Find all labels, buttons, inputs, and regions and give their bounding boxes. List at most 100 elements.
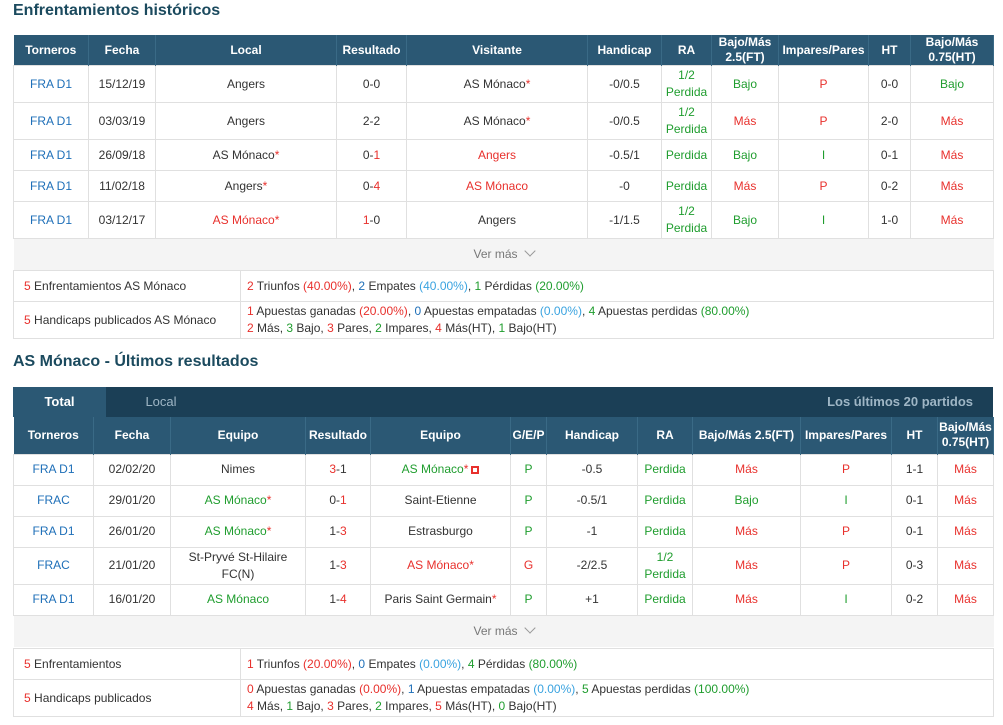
table-row: FRA D1 16/01/20 AS Mónaco 1-4 Paris Saint Ge… bbox=[13, 583, 994, 616]
ra-bottom: Perdida bbox=[665, 147, 708, 162]
summary-row: 5 Handicaps publicados 0 Apuestas ganada… bbox=[13, 679, 994, 717]
bets-draw-pct: (0.00%) bbox=[539, 304, 582, 318]
league-cell[interactable]: FRA D1 bbox=[13, 453, 94, 486]
away-team-cell[interactable]: Angers bbox=[406, 139, 588, 171]
league-cell[interactable]: FRA D1 bbox=[13, 65, 89, 103]
away-team-cell[interactable]: Saint-Etienne bbox=[370, 484, 511, 517]
score-cell: 0-1 bbox=[305, 484, 371, 517]
tab-total[interactable]: Total bbox=[13, 387, 106, 417]
away-team-name[interactable]: Angers bbox=[477, 212, 517, 227]
ra-bottom: Perdida bbox=[644, 462, 686, 476]
away-team-name[interactable]: AS Mónaco bbox=[465, 178, 529, 193]
home-team-name[interactable]: Angers bbox=[226, 113, 266, 128]
ht-cell: 0-1 bbox=[891, 515, 938, 548]
home-team-cell[interactable]: AS Mónaco* bbox=[155, 139, 337, 171]
home-team-cell[interactable]: Angers bbox=[155, 65, 337, 103]
home-score: 0 bbox=[362, 178, 370, 193]
stat-count: 1 bbox=[286, 699, 294, 713]
league-cell[interactable]: FRA D1 bbox=[13, 170, 89, 202]
last-20-label[interactable]: Los últimos 20 partidos bbox=[827, 394, 973, 409]
away-team-cell[interactable]: Paris Saint Germain* bbox=[370, 583, 511, 616]
away-team-cell[interactable]: AS Mónaco* bbox=[406, 102, 588, 140]
bets-won-label: Apuestas ganadas bbox=[253, 304, 360, 318]
bets-won-pct: (0.00%) bbox=[359, 682, 402, 696]
away-team-name[interactable]: Paris Saint Germain bbox=[384, 592, 492, 606]
home-team-name[interactable]: St-Pryvé St-Hilaire FC(N) bbox=[188, 549, 288, 581]
league-cell[interactable]: FRA D1 bbox=[13, 515, 94, 548]
home-team-cell[interactable]: AS Mónaco* bbox=[155, 201, 337, 239]
home-team-name[interactable]: AS Mónaco bbox=[204, 524, 267, 538]
handicap-cell: -0/0.5 bbox=[587, 102, 662, 140]
star-marker: * bbox=[274, 147, 280, 162]
ra-top: 1/2 bbox=[678, 204, 695, 218]
ra-top: 1/2 bbox=[656, 549, 674, 564]
ht-cell: 1-1 bbox=[891, 453, 938, 486]
league-cell[interactable]: FRA D1 bbox=[13, 102, 89, 140]
ver-mas-button[interactable]: Ver más bbox=[13, 615, 994, 647]
losses-count: 1 bbox=[474, 278, 482, 293]
summary-value: 1 Apuestas ganadas (20.00%), 0 Apuestas … bbox=[240, 301, 994, 339]
over-under-cell: Bajo bbox=[692, 484, 801, 517]
away-team-cell[interactable]: Angers bbox=[406, 201, 588, 239]
col-header: Torneros bbox=[13, 417, 94, 454]
away-team-name[interactable]: Angers bbox=[477, 147, 517, 162]
home-team-cell[interactable]: Nimes bbox=[170, 453, 306, 486]
away-score: 3 bbox=[340, 558, 347, 572]
home-team-name[interactable]: AS Mónaco bbox=[204, 493, 267, 507]
bets-draw-count: 1 bbox=[407, 682, 415, 696]
away-team-cell[interactable]: AS Mónaco* bbox=[370, 546, 511, 585]
draws-label: Empates bbox=[365, 656, 420, 671]
tab-local[interactable]: Local bbox=[145, 394, 177, 409]
home-team-cell[interactable]: AS Mónaco* bbox=[170, 515, 306, 548]
stat-count: 2 bbox=[375, 321, 382, 335]
home-team-name[interactable]: AS Mónaco bbox=[212, 147, 275, 162]
ver-mas-button[interactable]: Ver más bbox=[13, 238, 994, 271]
red-card-icon bbox=[471, 465, 480, 474]
stat-count: 3 bbox=[286, 321, 294, 335]
home-team-name[interactable]: Angers bbox=[224, 178, 263, 193]
away-team-name[interactable]: AS Mónaco bbox=[407, 558, 470, 572]
away-team-cell[interactable]: Estrasburgo bbox=[370, 515, 511, 548]
ra-top: 1/2 bbox=[678, 68, 695, 82]
col-header: Resultado bbox=[305, 417, 371, 454]
away-team-name[interactable]: AS Mónaco bbox=[463, 113, 526, 128]
league-cell[interactable]: FRA D1 bbox=[13, 201, 89, 239]
col-header: Equipo bbox=[370, 417, 511, 454]
col-header: RA bbox=[637, 417, 693, 454]
date-cell: 15/12/19 bbox=[88, 65, 156, 103]
home-team-name[interactable]: Nimes bbox=[220, 462, 255, 476]
summary-count: 5 bbox=[24, 656, 31, 671]
ra-bottom: Perdida bbox=[644, 566, 686, 581]
home-team-name[interactable]: AS Mónaco bbox=[206, 592, 270, 606]
away-team-name[interactable]: Saint-Etienne bbox=[404, 493, 477, 507]
over-under-cell: Más bbox=[711, 102, 779, 140]
over-under-ht-cell: Más bbox=[910, 139, 994, 171]
date-cell: 11/02/18 bbox=[88, 170, 156, 202]
home-team-cell[interactable]: Angers* bbox=[155, 170, 337, 202]
draws-count: 2 bbox=[358, 278, 366, 293]
league-cell[interactable]: FRAC bbox=[13, 546, 94, 585]
away-team-name[interactable]: AS Mónaco bbox=[463, 76, 526, 91]
chevron-down-icon bbox=[523, 245, 536, 257]
summary-label: Handicaps publicados bbox=[34, 690, 152, 705]
home-team-name[interactable]: AS Mónaco bbox=[212, 212, 275, 227]
away-team-cell[interactable]: AS Mónaco bbox=[406, 170, 588, 202]
home-team-cell[interactable]: St-Pryvé St-Hilaire FC(N) bbox=[170, 546, 306, 585]
league-cell[interactable]: FRA D1 bbox=[13, 139, 89, 171]
away-team-name[interactable]: Estrasburgo bbox=[408, 524, 473, 538]
away-team-name[interactable]: AS Mónaco bbox=[401, 462, 464, 476]
col-header: HT bbox=[868, 35, 911, 66]
league-cell[interactable]: FRA D1 bbox=[13, 583, 94, 616]
home-team-cell[interactable]: AS Mónaco bbox=[170, 583, 306, 616]
ver-mas-label: Ver más bbox=[473, 623, 518, 638]
star-marker: * bbox=[463, 462, 469, 476]
wins-label: Triunfos bbox=[253, 278, 304, 293]
home-team-cell[interactable]: Angers bbox=[155, 102, 337, 140]
score-sep: - bbox=[369, 212, 374, 227]
home-team-name[interactable]: Angers bbox=[226, 76, 266, 91]
away-team-cell[interactable]: AS Mónaco* bbox=[406, 65, 588, 103]
league-cell[interactable]: FRAC bbox=[13, 484, 94, 517]
ra-bottom: Perdida bbox=[665, 85, 708, 99]
home-team-cell[interactable]: AS Mónaco* bbox=[170, 484, 306, 517]
away-team-cell[interactable]: AS Mónaco* bbox=[370, 453, 511, 486]
